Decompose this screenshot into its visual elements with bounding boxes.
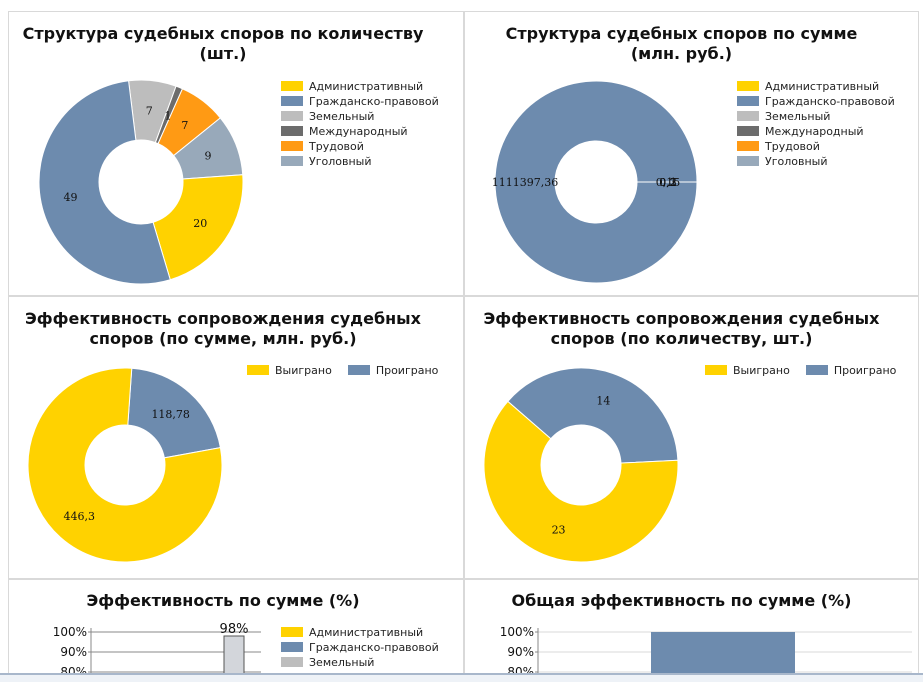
panel-sum-structure: Структура судебных споров по сумме (млн.…	[464, 11, 919, 296]
legend-swatch	[806, 365, 828, 375]
legend-swatch	[737, 141, 759, 151]
legend: Административный Гражданско-правовой Земел…	[737, 79, 895, 169]
legend-swatch	[737, 111, 759, 121]
donut-chart-efficiency-count: 14 23	[465, 297, 919, 579]
legend-label: Земельный	[765, 110, 830, 123]
data-label: 118,78	[151, 408, 190, 421]
y-tick-label: 100%	[500, 625, 534, 639]
panel-efficiency-count: Эффективность сопровождения судебных спо…	[464, 296, 919, 579]
legend-swatch	[737, 81, 759, 91]
legend-item: Гражданско-правовой	[737, 94, 895, 109]
legend-item: Гражданско-правовой	[281, 640, 439, 655]
legend-item: Международный	[737, 124, 895, 139]
legend-item: Трудовой	[281, 139, 439, 154]
horizontal-scrollbar-edge	[0, 673, 923, 682]
legend-label: Выиграно	[275, 364, 332, 377]
legend: Выиграно Проиграно	[705, 364, 912, 377]
legend-label: Земельный	[309, 110, 374, 123]
y-tick-label: 100%	[53, 625, 87, 639]
y-tick-label: 90%	[60, 645, 87, 659]
data-label: 446,3	[64, 510, 96, 523]
legend-swatch	[281, 657, 303, 667]
data-label: 1111397,36	[492, 176, 558, 189]
panel-efficiency-percent: Эффективность по сумме (%) 100%90%80%79%…	[8, 579, 464, 680]
data-label: 0,2	[659, 176, 677, 189]
legend-label: Уголовный	[309, 155, 371, 168]
data-label: 23	[552, 524, 566, 537]
data-label: 49	[64, 191, 78, 204]
legend-item: Проиграно	[348, 364, 439, 377]
legend: Административный Гражданско-правовой Земел…	[281, 625, 439, 670]
legend-label: Выиграно	[733, 364, 790, 377]
legend-label: Уголовный	[765, 155, 827, 168]
legend-item: Земельный	[281, 655, 439, 670]
panel-total-efficiency: Общая эффективность по сумме (%) 100%90%…	[464, 579, 919, 680]
legend-item: Выиграно	[247, 364, 332, 377]
legend-item: Трудовой	[737, 139, 895, 154]
legend-label: Международный	[765, 125, 864, 138]
legend-label: Гражданско-правовой	[309, 95, 439, 108]
legend-item: Гражданско-правовой	[281, 94, 439, 109]
legend-swatch	[281, 141, 303, 151]
data-label: 1	[165, 109, 172, 122]
legend-swatch	[281, 627, 303, 637]
legend-swatch	[281, 111, 303, 121]
legend-label: Гражданско-правовой	[309, 641, 439, 654]
bar-value-label: 98%	[220, 622, 249, 637]
legend-swatch	[737, 96, 759, 106]
data-label: 9	[204, 150, 211, 163]
legend-swatch	[737, 156, 759, 166]
legend-label: Проиграно	[834, 364, 897, 377]
legend-item: Административный	[281, 625, 439, 640]
legend-swatch	[737, 126, 759, 136]
legend-label: Административный	[309, 80, 423, 93]
legend-label: Трудовой	[765, 140, 820, 153]
legend-swatch	[705, 365, 727, 375]
legend-swatch	[281, 642, 303, 652]
legend-swatch	[281, 156, 303, 166]
legend-item: Земельный	[281, 109, 439, 124]
legend-label: Административный	[765, 80, 879, 93]
legend-item: Административный	[281, 79, 439, 94]
donut-chart-efficiency-sum: 118,78 446,3	[9, 297, 464, 579]
legend-swatch	[281, 126, 303, 136]
legend-swatch	[348, 365, 370, 375]
legend-item: Административный	[737, 79, 895, 94]
legend-item: Уголовный	[737, 154, 895, 169]
data-label: 7	[146, 104, 153, 117]
legend-item: Проиграно	[806, 364, 897, 377]
legend-swatch	[247, 365, 269, 375]
panel-count-structure: Структура судебных споров по количеству …	[8, 11, 464, 296]
legend-label: Гражданско-правовой	[765, 95, 895, 108]
legend: Административный Гражданско-правовой Земел…	[281, 79, 439, 169]
legend-swatch	[281, 96, 303, 106]
legend-label: Трудовой	[309, 140, 364, 153]
data-label: 20	[193, 217, 207, 230]
legend-label: Проиграно	[376, 364, 439, 377]
legend-item: Выиграно	[705, 364, 790, 377]
panel-efficiency-sum: Эффективность сопровождения судебных спо…	[8, 296, 464, 579]
legend-swatch	[281, 81, 303, 91]
legend-label: Международный	[309, 125, 408, 138]
legend-item: Земельный	[737, 109, 895, 124]
legend-label: Административный	[309, 626, 423, 639]
y-tick-label: 90%	[507, 645, 534, 659]
legend-item: Уголовный	[281, 154, 439, 169]
data-label: 7	[181, 119, 188, 132]
bar-chart-total-efficiency: 100%90%80%	[465, 580, 919, 680]
data-label: 14	[596, 394, 610, 407]
legend-item: Международный	[281, 124, 439, 139]
legend-label: Земельный	[309, 656, 374, 669]
legend: Выиграно Проиграно	[247, 364, 454, 377]
